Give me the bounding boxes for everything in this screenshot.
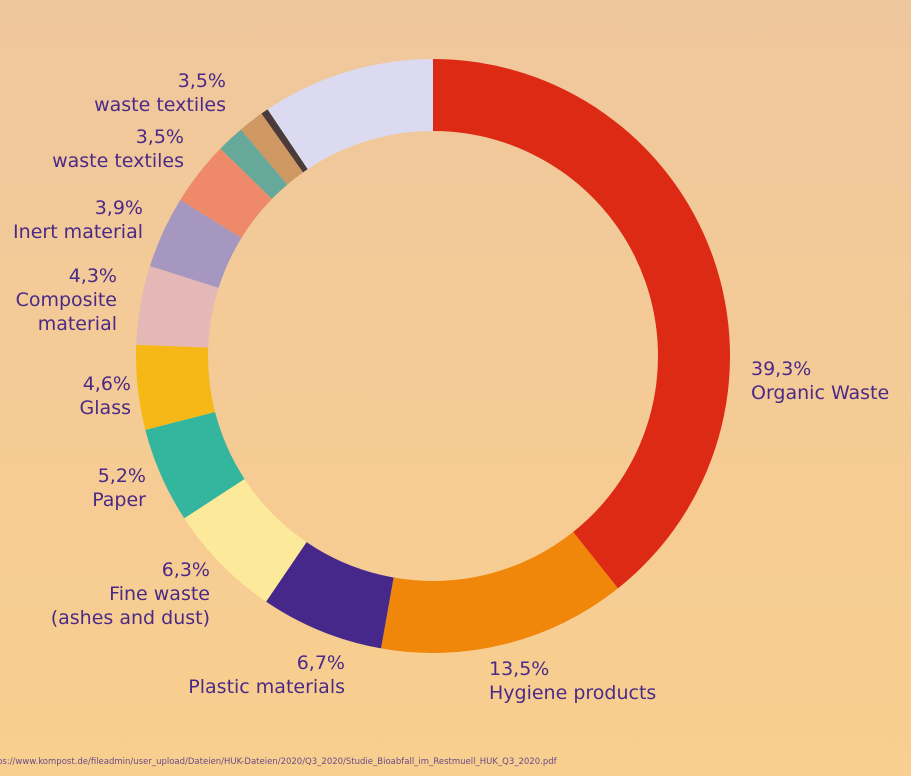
slice-name: waste textiles bbox=[94, 94, 226, 116]
slice-label-2: 6,7% Plastic materials bbox=[188, 652, 345, 698]
slice-percent: 4,6% bbox=[83, 373, 131, 395]
slice-label-0: 39,3% Organic Waste bbox=[751, 358, 889, 404]
slice-label-1: 13,5% Hygiene products bbox=[489, 658, 656, 704]
slice-name: material bbox=[38, 313, 117, 335]
slice-2 bbox=[266, 542, 394, 649]
slice-percent: 13,5% bbox=[489, 658, 549, 680]
slice-9 bbox=[220, 129, 288, 199]
slice-name: Composite bbox=[16, 289, 117, 311]
slice-percent: 4,3% bbox=[69, 265, 117, 287]
slice-label-11: 3,5% waste textiles bbox=[94, 70, 226, 116]
slice-percent: 39,3% bbox=[751, 358, 811, 380]
slice-name: waste textiles bbox=[52, 150, 184, 172]
slice-label-6: 4,3% Composite material bbox=[16, 265, 117, 335]
slice-percent: 3,9% bbox=[95, 197, 143, 219]
slice-name: Organic Waste bbox=[751, 382, 889, 404]
slice-11 bbox=[261, 109, 308, 173]
slice-12 bbox=[267, 59, 433, 170]
slice-percent: 6,7% bbox=[297, 652, 345, 674]
slice-name: Fine waste bbox=[109, 583, 210, 605]
slice-5 bbox=[136, 344, 216, 430]
slice-percent: 6,3% bbox=[162, 559, 210, 581]
slice-7 bbox=[149, 200, 242, 288]
slice-label-8: 3,5% waste textiles bbox=[52, 126, 184, 172]
slice-1 bbox=[381, 532, 618, 653]
slice-8 bbox=[180, 148, 272, 238]
slice-3 bbox=[184, 478, 307, 602]
slice-4 bbox=[145, 411, 245, 519]
slice-percent: 3,5% bbox=[136, 126, 184, 148]
source-url: ps://www.kompost.de/fileadmin/user_uploa… bbox=[0, 757, 557, 767]
slice-percent: 3,5% bbox=[178, 70, 226, 92]
slice-name: Glass bbox=[80, 397, 131, 419]
slice-label-5: 4,6% Glass bbox=[80, 373, 131, 419]
slice-label-4: 5,2% Paper bbox=[92, 465, 146, 511]
slice-percent: 5,2% bbox=[98, 465, 146, 487]
slice-name: Plastic materials bbox=[188, 676, 345, 698]
slice-label-3: 6,3% Fine waste (ashes and dust) bbox=[51, 559, 210, 629]
slice-10 bbox=[240, 113, 304, 185]
slice-name: (ashes and dust) bbox=[51, 607, 210, 629]
slice-name: Inert material bbox=[13, 221, 143, 243]
slice-0 bbox=[433, 59, 730, 589]
slice-6 bbox=[136, 265, 219, 348]
slice-name: Hygiene products bbox=[489, 682, 656, 704]
slice-name: Paper bbox=[92, 489, 146, 511]
slice-label-7: 3,9% Inert material bbox=[13, 197, 143, 243]
